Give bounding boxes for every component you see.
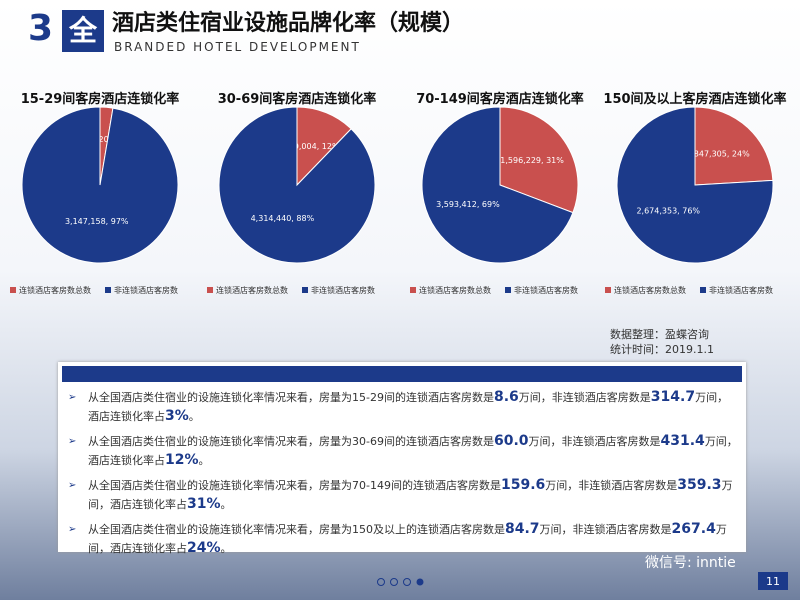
section-number: 3: [28, 8, 53, 49]
legend-label: 连锁酒店客房数总数: [216, 285, 288, 295]
bullet-text: 。: [220, 542, 232, 555]
pie-slice: [21, 106, 179, 264]
badge: 全: [68, 14, 98, 47]
legend-label: 连锁酒店客房数总数: [614, 285, 686, 295]
legend-label: 连锁酒店客房数总数: [19, 285, 91, 295]
bullet-text: 万间，非连锁酒店客房数是: [539, 523, 672, 536]
highlight: 12%: [165, 452, 199, 468]
title: 酒店类住宿业设施品牌化率（规模）: [112, 10, 464, 36]
bullet: 从全国酒店类住宿业的设施连锁化率情况来看，房量为30-69间的连锁酒店客房数是6…: [66, 432, 738, 470]
bullet-text: 。: [188, 410, 200, 423]
legend-swatch: [302, 287, 308, 293]
pie-slice: [499, 106, 579, 214]
bullet-text: 万间，非连锁酒店客房数是: [528, 435, 661, 448]
bullet: 从全国酒店类住宿业的设施连锁化率情况来看，房量为15-29间的连锁酒店客房数是8…: [66, 388, 738, 426]
chart-title: 15-29间客房酒店连锁化率: [21, 91, 180, 107]
legend-label: 非连锁酒店客房数: [114, 285, 178, 295]
value-label: 85,820, 3%: [81, 135, 127, 144]
highlight: 431.4: [660, 433, 705, 449]
value-label: 4,314,440, 88%: [251, 214, 315, 223]
bullet-text: 万间，酒店连锁化率占: [88, 435, 738, 467]
page-number: 11: [766, 575, 780, 588]
highlight: 314.7: [650, 389, 696, 405]
bullet-text: 万间，酒店连锁化率占: [88, 391, 729, 423]
legend-swatch: [605, 287, 611, 293]
watermark: 微信号: inntie: [645, 555, 736, 571]
bullet-text: 从全国酒店类住宿业的设施连锁化率情况来看，房量为30-69间的连锁酒店客房数是: [88, 435, 494, 448]
pie-slice: [296, 106, 352, 187]
legend-swatch: [700, 287, 706, 293]
highlight: 8.6: [493, 389, 519, 405]
highlight: 3%: [165, 408, 189, 424]
bullet-text: 万间，酒店连锁化率占: [88, 523, 727, 555]
chart-title: 150间及以上客房酒店连锁化率: [603, 91, 786, 107]
highlight: 359.3: [677, 477, 722, 493]
legend-swatch: [10, 287, 16, 293]
chart-title: 70-149间客房酒店连锁化率: [416, 91, 584, 107]
pager: [377, 578, 424, 586]
legend-swatch: [410, 287, 416, 293]
bullet-text: 万间，非连锁酒店客房数是: [518, 391, 651, 404]
source: 数据整理：盈蝶咨询: [610, 327, 709, 341]
highlight: 24%: [187, 540, 221, 556]
bullet-text: 。: [220, 498, 232, 511]
pie-slice: [218, 106, 376, 264]
value-label: 600,004, 12%: [284, 142, 340, 151]
highlight: 267.4: [671, 521, 716, 537]
highlight: 159.6: [500, 477, 546, 493]
summary-bar: [62, 366, 742, 382]
bullet-text: 万间，酒店连锁化率占: [88, 479, 733, 511]
highlight: 84.7: [505, 521, 540, 537]
pie-slice: [421, 106, 574, 264]
legend-label: 非连锁酒店客房数: [709, 285, 773, 295]
value-label: 1,596,229, 31%: [500, 156, 564, 165]
summary-box: 从全国酒店类住宿业的设施连锁化率情况来看，房量为15-29间的连锁酒店客房数是8…: [58, 362, 746, 556]
legend-swatch: [207, 287, 213, 293]
value-label: 3,593,412, 69%: [436, 200, 500, 209]
value-label: 2,674,353, 76%: [636, 206, 700, 215]
subtitle: BRANDED HOTEL DEVELOPMENT: [114, 40, 361, 54]
value-label: 847,305, 24%: [694, 150, 750, 159]
highlight: 60.0: [493, 433, 529, 449]
legend-label: 非连锁酒店客房数: [514, 285, 578, 295]
pie-slice: [694, 106, 774, 186]
bullet: 从全国酒店类住宿业的设施连锁化率情况来看，房量为70-149间的连锁酒店客房数是…: [66, 476, 738, 514]
page-box: [758, 572, 788, 590]
chart-title: 30-69间客房酒店连锁化率: [218, 91, 377, 107]
pie-slice: [616, 106, 774, 264]
bullet-text: 从全国酒店类住宿业的设施连锁化率情况来看，房量为15-29间的连锁酒店客房数是: [88, 391, 494, 404]
bullet-text: 万间，非连锁酒店客房数是: [545, 479, 678, 492]
value-label: 3,147,158, 97%: [65, 217, 129, 226]
legend-swatch: [505, 287, 511, 293]
bullet-text: 。: [198, 454, 210, 467]
legend-label: 连锁酒店客房数总数: [419, 285, 491, 295]
bullet-text: 从全国酒店类住宿业的设施连锁化率情况来看，房量为70-149间的连锁酒店客房数是: [88, 479, 501, 492]
legend-swatch: [105, 287, 111, 293]
bullet: 从全国酒店类住宿业的设施连锁化率情况来看，房量为150及以上的连锁酒店客房数是8…: [66, 520, 738, 558]
date: 统计时间：2019.1.1: [610, 343, 714, 356]
legend-label: 非连锁酒店客房数: [311, 285, 375, 295]
highlight: 31%: [187, 496, 221, 512]
bullet-text: 从全国酒店类住宿业的设施连锁化率情况来看，房量为150及以上的连锁酒店客房数是: [88, 523, 505, 536]
badge-box: [62, 10, 104, 52]
